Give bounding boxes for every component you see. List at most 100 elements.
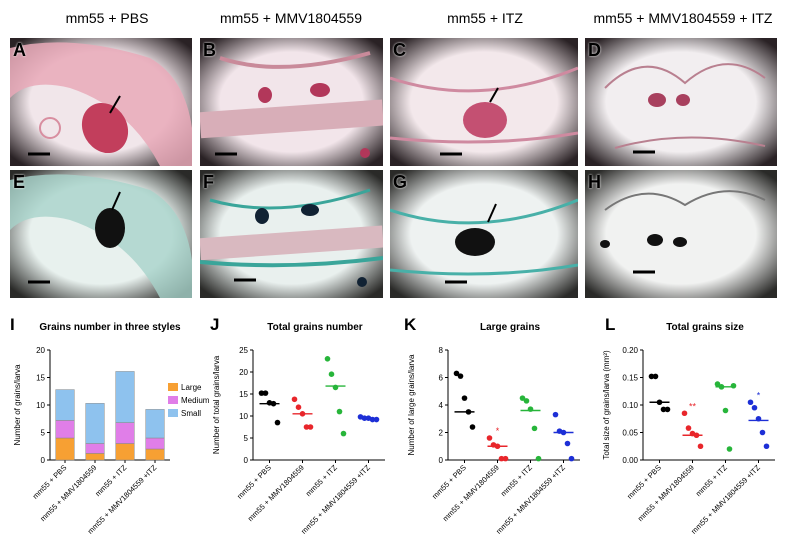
panel-label: D [588,40,601,60]
x-tick-label: mm55 + MMV1804559 [636,463,696,523]
data-point [457,373,464,379]
y-axis-label: Number of grains/larva [13,364,22,445]
micrograph-c: C [390,38,578,166]
data-point [648,373,655,380]
column-title-combo: mm55 + MMV1804559 + ITZ [593,10,773,26]
y-tick-label: 0 [244,456,249,465]
y-tick-label: 0.15 [622,374,638,383]
data-point [295,404,302,410]
data-point [726,446,733,452]
bar-segment-large [85,453,105,461]
y-tick-label: 2 [439,429,444,438]
data-point [328,371,335,377]
legend-swatch [168,409,178,417]
micrograph-h: H [585,170,777,298]
x-tick-label: mm55 + MMV1804559 +ITZ [494,463,567,536]
bar-segment-large [115,443,135,461]
y-tick-label: 20 [36,346,45,355]
data-point [568,455,575,462]
y-tick-label: 4 [439,401,444,410]
x-tick-label: mm55 + MMV1804559 [38,463,98,523]
data-point [759,429,766,436]
y-tick-label: 0.05 [622,429,638,438]
panel-label: C [393,40,406,60]
micrograph-d: D [585,38,777,166]
data-point [747,399,754,406]
y-tick-label: 0 [41,456,46,465]
y-tick-label: 10 [239,412,248,421]
significance-star: * [496,426,500,436]
column-title-itz: mm55 + ITZ [447,10,523,26]
data-point [664,406,671,413]
data-point [535,455,542,462]
panel-label: B [203,40,216,60]
y-tick-label: 0.10 [622,401,638,410]
panel-label: H [588,172,601,192]
chart-total-grains-size: Total grains size 0.00 0.05 0.10 0.15 0.20 Tot… [602,322,775,536]
bar-segment-small [55,389,75,421]
y-tick-label: 0.20 [622,346,638,355]
x-tick-label: mm55 + ITZ [499,463,534,498]
data-point [486,435,493,441]
chart-label-l: L [605,315,616,334]
bar-segment-small [145,409,165,439]
data-point [652,373,659,380]
panel-label: E [13,172,26,192]
column-title-pbs: mm55 + PBS [65,10,149,26]
panel-label: G [393,172,408,192]
data-point [564,440,571,447]
data-point [340,430,347,437]
data-point [274,419,281,426]
significance-star: ** [689,401,697,411]
bar-segment-small [85,403,105,444]
data-point [751,404,758,411]
bar-segment-large [55,437,75,461]
chart-large-grains: Large grains 0 2 4 6 8 Number of large grains/… [407,322,580,536]
x-tick-label: mm55 + ITZ [304,463,339,498]
data-point [552,411,559,418]
chart-label-i: I [10,315,15,334]
y-tick-label: 8 [439,346,444,355]
micrograph-b: B [200,38,383,166]
y-tick-label: 15 [239,390,248,399]
data-point [324,356,331,362]
data-point [461,395,468,401]
y-tick-label: 20 [239,368,248,377]
legend-swatch [168,396,178,404]
y-axis-label: Total size of grains/larva (mm²) [602,350,611,460]
data-point [258,390,265,396]
data-point [291,396,298,403]
data-point [685,425,692,431]
x-tick-label: mm55 + MMV1804559 [441,463,501,523]
data-point [307,424,314,430]
column-title-mmv: mm55 + MMV1804559 [219,10,363,26]
micrograph-f: F [200,170,383,298]
x-tick-label: mm55 + MMV1804559 +ITZ [299,463,372,536]
bar-segment-large [145,448,165,461]
legend-swatch [168,383,178,391]
data-point [498,455,505,462]
chart-title: Total grains size [666,322,744,333]
y-tick-label: 15 [36,374,45,383]
bar-segment-medium [55,420,75,439]
x-tick-label: mm55 + ITZ [694,463,729,498]
y-tick-label: 6 [439,374,444,383]
data-point [714,381,721,387]
bar-segment-medium [85,443,105,454]
data-point [336,408,343,415]
data-point [502,455,509,462]
data-point [303,424,310,430]
chart-label-j: J [210,315,220,334]
data-point [262,390,269,396]
micrograph-g: G [390,170,578,298]
data-point [681,410,688,417]
micrograph-e: E [10,170,192,298]
data-point [660,406,667,413]
y-tick-label: 5 [244,434,249,443]
y-tick-label: 25 [239,346,248,355]
data-point [523,398,530,404]
legend-label: Large [181,383,202,392]
chart-title: Total grains number [267,322,362,333]
legend-label: Small [181,409,201,418]
bar-segment-medium [145,437,165,450]
